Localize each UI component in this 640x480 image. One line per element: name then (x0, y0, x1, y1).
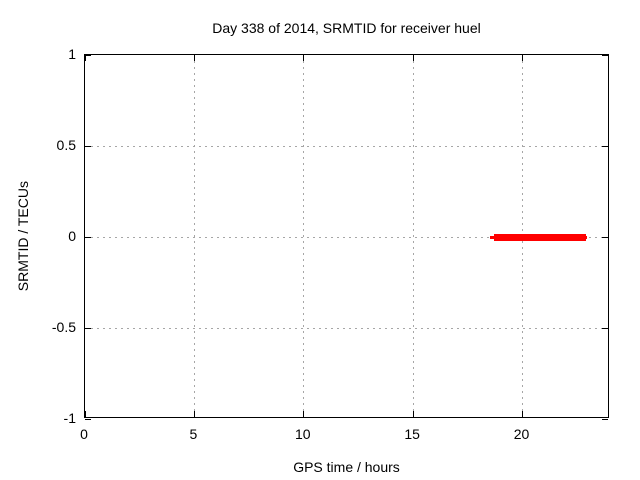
x-tick-label-20: 20 (513, 426, 530, 442)
series-SRMTID-segment (494, 233, 586, 241)
x-tick-top-10 (303, 55, 305, 61)
y-tick-label--1: -1 (63, 410, 76, 426)
y-tick-right-1 (602, 54, 608, 56)
gridline-y-0 (85, 236, 608, 238)
y-tick-label--0.5: -0.5 (51, 319, 76, 335)
x-tick-bottom-5 (193, 411, 195, 417)
x-tick-label-15: 15 (404, 426, 420, 442)
y-tick-left-0 (85, 236, 91, 238)
x-tick-bottom-10 (303, 411, 305, 417)
x-tick-top-20 (522, 55, 523, 61)
x-axis-label: GPS time / hours (293, 459, 400, 475)
y-tick-left--1 (85, 418, 91, 420)
gridline-x-10 (303, 55, 305, 417)
x-tick-bottom-15 (412, 411, 414, 417)
gridline-x-5 (193, 55, 195, 417)
chart-title: Day 338 of 2014, SRMTID for receiver hue… (212, 20, 481, 36)
gridline-y-0.5 (85, 145, 608, 147)
x-tick-top-0 (84, 55, 86, 61)
x-tick-label-0: 0 (80, 426, 88, 442)
x-tick-label-5: 5 (189, 426, 198, 442)
x-tick-bottom-0 (84, 411, 86, 417)
x-tick-bottom-20 (522, 411, 523, 417)
y-tick-right--0.5 (602, 327, 608, 329)
x-tick-top-15 (412, 55, 414, 61)
x-tick-label-10: 10 (294, 426, 311, 442)
x-tick-top-5 (193, 55, 195, 61)
plot-area (84, 54, 609, 420)
y-tick-right-0.5 (602, 145, 608, 147)
gridline-y--0.5 (85, 327, 608, 329)
y-tick-label-1: 1 (68, 46, 76, 62)
y-tick-right--1 (602, 418, 608, 420)
y-tick-left--0.5 (85, 327, 91, 329)
y-tick-left-1 (85, 54, 91, 56)
y-tick-left-0.5 (85, 145, 91, 147)
y-tick-right-0 (602, 236, 608, 238)
y-tick-label-0: 0 (68, 228, 76, 244)
gridline-x-15 (412, 55, 414, 417)
y-tick-label-0.5: 0.5 (56, 137, 76, 153)
